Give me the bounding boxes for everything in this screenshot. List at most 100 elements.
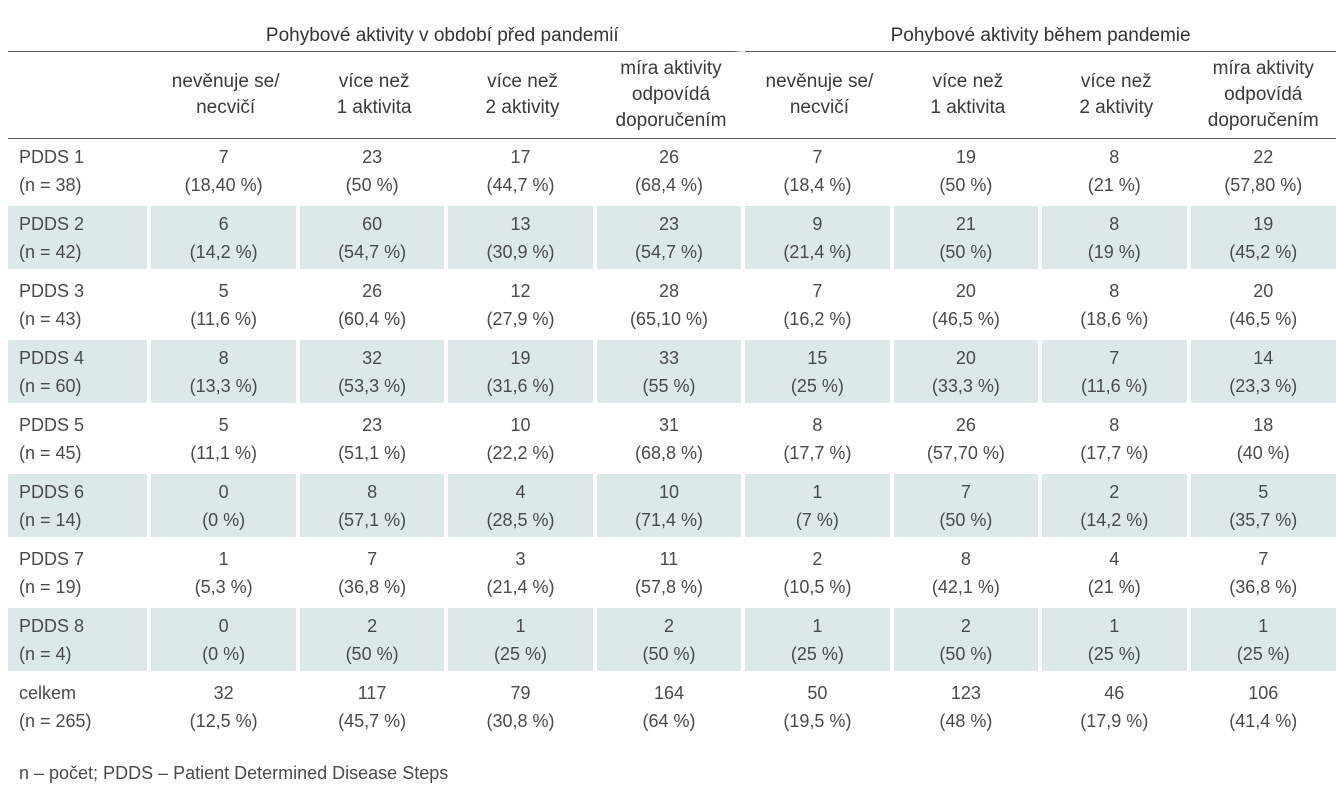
cell-percent: (40 %) — [1236, 442, 1290, 463]
cell-count: 4 — [1109, 548, 1120, 569]
cell-count: 5 — [218, 414, 229, 435]
table-cell: 8 (21 %) — [1042, 139, 1191, 206]
cell-count: 50 — [807, 682, 828, 703]
table-cell: 164 (64 %) — [596, 675, 746, 742]
table-cell: 1 (7 %) — [745, 474, 894, 541]
activity-table-container: Pohybové aktivity v období před pandemií… — [8, 20, 1336, 742]
table-cell: 4 (21 %) — [1042, 541, 1191, 608]
cell-percent: (25 %) — [494, 643, 548, 664]
cell-count: 8 — [1109, 280, 1120, 301]
cell-count: 8 — [960, 548, 971, 569]
cell-count: 1 — [812, 615, 823, 636]
row-label: celkem — [19, 682, 77, 703]
table-cell: 23 (54,7 %) — [596, 206, 746, 273]
cell-count: 19 — [1253, 213, 1274, 234]
cell-percent: (54,7 %) — [634, 241, 703, 262]
row-count: (n = 42) — [19, 241, 82, 262]
cell-percent: (46,5 %) — [1229, 308, 1298, 329]
table-cell: 22 (57,80 %) — [1190, 139, 1336, 206]
table-cell: 2 (50 %) — [596, 608, 746, 675]
cell-percent: (30,8 %) — [486, 710, 555, 731]
cell-percent: (17,7 %) — [1080, 442, 1149, 463]
cell-count: 10 — [658, 481, 679, 502]
cell-count: 106 — [1248, 682, 1279, 703]
cell-count: 4 — [515, 481, 526, 502]
group-header-before-pandemic: Pohybové aktivity v období před pandemií — [151, 20, 746, 52]
row-count: (n = 14) — [19, 509, 82, 530]
cell-percent: (42,1 %) — [931, 576, 1000, 597]
cell-count: 7 — [812, 146, 823, 167]
cell-count: 26 — [955, 414, 976, 435]
row-label-cell: PDDS 2 (n = 42) — [8, 206, 152, 273]
cell-count: 32 — [362, 347, 383, 368]
cell-count: 19 — [510, 347, 531, 368]
cell-percent: (51,1 %) — [338, 442, 407, 463]
cell-percent: (31,6 %) — [486, 375, 555, 396]
cell-percent: (28,5 %) — [486, 509, 555, 530]
cell-percent: (57,70 %) — [926, 442, 1005, 463]
cell-percent: (50 %) — [642, 643, 696, 664]
cell-count: 8 — [218, 347, 229, 368]
column-header: více než 1 aktivita — [299, 52, 449, 139]
cell-percent: (68,4 %) — [634, 174, 703, 195]
table-cell: 1 (25 %) — [448, 608, 597, 675]
table-cell: 26 (57,70 %) — [893, 407, 1043, 474]
table-row: PDDS 6 (n = 14) 0 (0 %) 8 (57,1 %) 4 (28,5 %) 10… — [8, 474, 1336, 541]
table-cell: 19 (31,6 %) — [448, 340, 597, 407]
cell-percent: (45,2 %) — [1229, 241, 1298, 262]
cell-percent: (25 %) — [1087, 643, 1141, 664]
table-cell: 5 (35,7 %) — [1190, 474, 1336, 541]
table-cell: 2 (10,5 %) — [745, 541, 894, 608]
table-cell: 9 (21,4 %) — [745, 206, 894, 273]
table-cell: 106 (41,4 %) — [1190, 675, 1336, 742]
table-cell: 14 (23,3 %) — [1190, 340, 1336, 407]
cell-count: 2 — [812, 548, 823, 569]
row-label-cell: PDDS 3 (n = 43) — [8, 273, 152, 340]
table-cell: 23 (51,1 %) — [299, 407, 449, 474]
table-cell: 2 (14,2 %) — [1042, 474, 1191, 541]
table-cell: 0 (0 %) — [151, 474, 300, 541]
cell-percent: (27,9 %) — [486, 308, 555, 329]
cell-percent: (54,7 %) — [338, 241, 407, 262]
cell-count: 33 — [658, 347, 679, 368]
cell-count: 20 — [955, 280, 976, 301]
cell-percent: (18,4 %) — [783, 174, 852, 195]
row-label-cell: PDDS 1 (n = 38) — [8, 139, 152, 206]
row-count: (n = 19) — [19, 576, 82, 597]
table-row: PDDS 7 (n = 19) 1 (5,3 %) 7 (36,8 %) 3 (21,4 %)… — [8, 541, 1336, 608]
cell-percent: (25 %) — [1236, 643, 1290, 664]
table-cell: 79 (30,8 %) — [448, 675, 597, 742]
cell-percent: (17,7 %) — [783, 442, 852, 463]
cell-percent: (18,40 %) — [184, 174, 263, 195]
cell-percent: (25 %) — [790, 375, 844, 396]
table-cell: 32 (12,5 %) — [151, 675, 300, 742]
table-cell: 28 (65,10 %) — [596, 273, 746, 340]
column-header: nevěnuje se/ necvičí — [745, 52, 894, 139]
table-cell: 19 (50 %) — [893, 139, 1043, 206]
table-row: PDDS 1 (n = 38) 7 (18,40 %) 23 (50 %) 17 (44,7 … — [8, 139, 1336, 206]
table-cell: 10 (22,2 %) — [448, 407, 597, 474]
column-header-row: nevěnuje se/ necvičí více než 1 aktivita… — [8, 52, 1336, 139]
cell-count: 60 — [362, 213, 383, 234]
cell-percent: (13,3 %) — [189, 375, 258, 396]
row-label: PDDS 4 — [19, 347, 85, 368]
table-cell: 123 (48 %) — [893, 675, 1043, 742]
cell-count: 8 — [367, 481, 378, 502]
table-cell: 2 (50 %) — [893, 608, 1043, 675]
cell-percent: (65,10 %) — [629, 308, 708, 329]
cell-percent: (11,1 %) — [190, 442, 257, 463]
cell-count: 32 — [213, 682, 234, 703]
cell-percent: (21 %) — [1087, 174, 1141, 195]
row-label: PDDS 8 — [19, 615, 85, 636]
cell-count: 1 — [515, 615, 526, 636]
column-header: míra aktivity odpovídá doporučením — [1190, 52, 1336, 139]
cell-percent: (46,5 %) — [931, 308, 1000, 329]
table-body: PDDS 1 (n = 38) 7 (18,40 %) 23 (50 %) 17 (44,7 … — [8, 139, 1336, 742]
cell-percent: (23,3 %) — [1229, 375, 1298, 396]
cell-percent: (44,7 %) — [486, 174, 555, 195]
cell-count: 79 — [510, 682, 531, 703]
cell-count: 18 — [1253, 414, 1274, 435]
table-cell: 20 (46,5 %) — [893, 273, 1043, 340]
cell-percent: (18,6 %) — [1080, 308, 1149, 329]
cell-percent: (21,4 %) — [486, 576, 555, 597]
